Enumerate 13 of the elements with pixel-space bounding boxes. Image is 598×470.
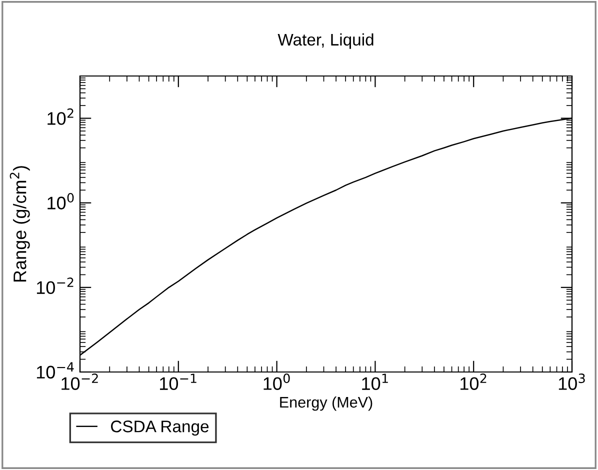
y-tick-label: 10$^{−2}$ bbox=[36, 278, 74, 294]
x-tick-label: 10$^{2}$ bbox=[460, 374, 486, 390]
x-tick-label: 10$^{1}$ bbox=[362, 374, 388, 390]
y-axis-title: Range (g/cm$^{2}$) bbox=[10, 166, 30, 282]
x-tick-label: 10$^{−1}$ bbox=[160, 374, 196, 390]
x-tick-label: 10$^{0}$ bbox=[264, 374, 290, 390]
x-axis-title: Energy (MeV) bbox=[280, 396, 372, 411]
legend-label: CSDA Range bbox=[111, 420, 209, 436]
y-tick-label: 10$^{2}$ bbox=[48, 108, 74, 125]
x-tick-label: 10$^{3}$ bbox=[558, 374, 585, 390]
y-tick-label: 10$^{0}$ bbox=[48, 192, 74, 210]
x-tick-label: 10$^{−2}$ bbox=[62, 374, 98, 390]
chart-title: Water, Liquid bbox=[278, 33, 374, 49]
